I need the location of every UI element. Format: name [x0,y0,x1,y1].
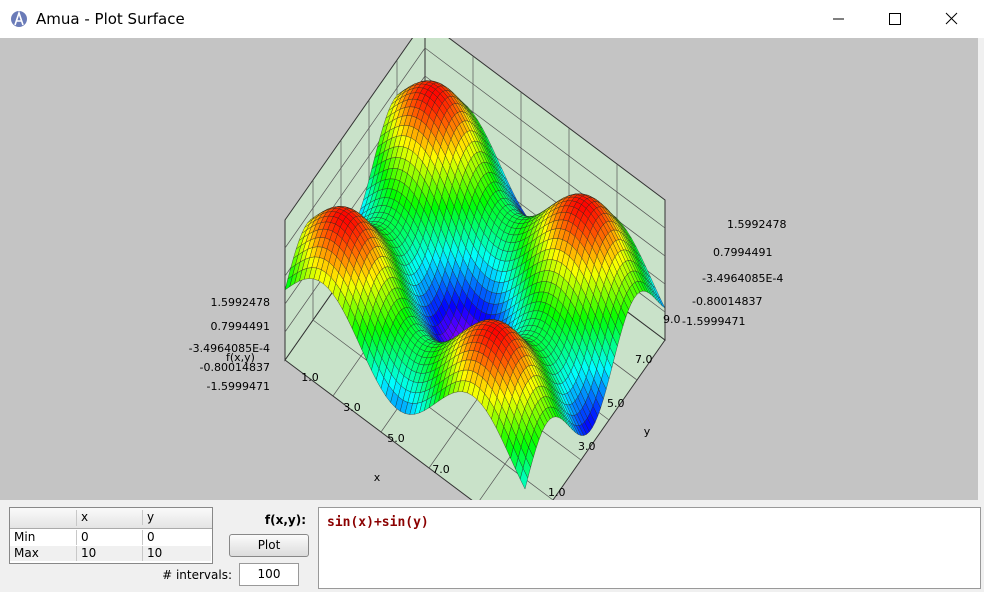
y-tick-label: 7.0 [635,353,653,366]
header-cell: y [147,510,155,524]
z-tick-label: -1.5999471 [207,380,270,393]
z-tick-label: 0.7994491 [211,320,271,333]
z-tick-label: -0.80014837 [692,295,762,308]
surface-plot: 1.5992478 0.7994491 -3.4964085E-4 -0.800148… [0,38,978,500]
wall-grid-line [424,47,666,229]
expression-editor[interactable]: sin(x)+sin(y) [318,507,981,589]
x-tick-label: 7.0 [432,463,450,476]
z-tick-label: 1.5992478 [211,296,271,309]
close[interactable] [945,12,958,25]
z-tick-label: -3.4964085E-4 [189,342,270,355]
z-axis-label: f(x,y) [226,351,255,364]
x-tick-label: 5.0 [387,432,405,445]
wall-grid-line [312,319,554,500]
table-cell[interactable]: 0 [77,530,143,545]
window-title: Amua - Plot Surface [36,10,185,28]
z-tick-label: 1.5992478 [727,218,787,231]
y-tick-label: 1.0 [548,486,566,499]
plot-button[interactable]: Plot [229,534,309,557]
app-icon [11,10,27,27]
x-tick-label: 1.0 [301,371,319,384]
title-bar: Amua - Plot Surface [0,0,984,38]
maximize[interactable] [889,13,901,25]
z-tick-label: -3.4964085E-4 [702,272,783,285]
table-cell[interactable]: 10 [143,546,211,561]
axis-labels: 1.5992478 0.7994491 -3.4964085E-4 -0.800148… [189,218,787,499]
z-tick-label: 0.7994491 [713,246,773,259]
controls-panel: x y Min 0 0 Max 10 10 f(x,y): Plot # int… [0,500,984,592]
z-tick-label: -1.5999471 [682,315,745,328]
window-controls[interactable] [824,0,984,38]
table-cell[interactable]: 0 [147,530,155,544]
y-tick-label: 9.0 [663,313,681,326]
surface-cell [520,467,528,490]
intervals-input[interactable]: 100 [239,563,299,586]
x-tick-label: 3.0 [343,401,361,414]
row-label: Min [10,530,77,545]
y-axis-label: y [644,425,651,438]
z-tick-label: -0.80014837 [200,361,270,374]
x-axis-label: x [374,471,381,484]
wall-grid-line [284,47,426,249]
header-cell: x [77,510,143,525]
row-label: Max [10,546,77,561]
y-tick-label: 5.0 [607,397,625,410]
expression[interactable]: sin(x)+sin(y) [327,515,429,530]
header-cell [10,510,77,526]
function-label: f(x,y): [264,513,306,527]
y-tick-label: 3.0 [578,440,596,453]
table-header [10,508,212,529]
table-cell[interactable]: 10 [77,546,143,561]
range-table: x y Min 0 0 Max 10 10 [9,507,213,564]
scene [284,38,666,500]
intervals-label: # intervals: [162,568,232,582]
